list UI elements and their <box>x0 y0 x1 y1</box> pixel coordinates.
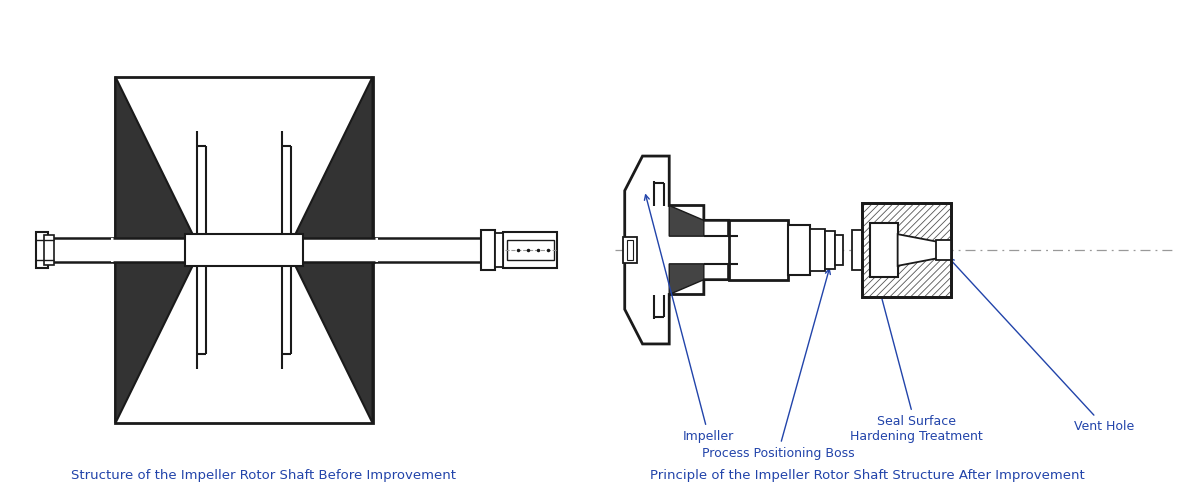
Bar <box>862 203 952 297</box>
Text: Impeller: Impeller <box>644 195 734 443</box>
Polygon shape <box>898 234 940 266</box>
Bar <box>115 77 372 423</box>
Bar <box>44 238 521 262</box>
Bar <box>508 240 553 260</box>
Polygon shape <box>294 77 372 423</box>
Bar <box>503 232 558 268</box>
Text: Seal Surface
Hardening Treatment: Seal Surface Hardening Treatment <box>850 276 983 443</box>
Bar <box>44 235 54 265</box>
Bar <box>788 226 810 274</box>
Polygon shape <box>670 206 704 236</box>
Bar <box>870 223 898 277</box>
Bar <box>862 203 952 297</box>
Bar <box>36 232 48 268</box>
Bar <box>810 229 826 271</box>
Bar <box>728 220 788 280</box>
Bar <box>835 235 844 265</box>
Text: Structure of the Impeller Rotor Shaft Before Improvement: Structure of the Impeller Rotor Shaft Be… <box>71 469 456 482</box>
Bar <box>496 233 503 267</box>
Polygon shape <box>625 156 728 344</box>
Bar <box>936 240 952 260</box>
Bar <box>185 234 304 266</box>
Bar <box>623 237 636 263</box>
Bar <box>481 230 496 270</box>
Polygon shape <box>115 77 194 423</box>
Bar <box>704 236 733 264</box>
Text: Vent Hole: Vent Hole <box>949 258 1134 433</box>
Bar <box>826 231 835 269</box>
Polygon shape <box>670 264 704 294</box>
Text: Process Positioning Boss: Process Positioning Boss <box>702 269 854 460</box>
Bar <box>110 238 378 262</box>
Text: Principle of the Impeller Rotor Shaft Structure After Improvement: Principle of the Impeller Rotor Shaft St… <box>649 469 1085 482</box>
Bar <box>626 240 632 260</box>
Bar <box>852 230 862 270</box>
